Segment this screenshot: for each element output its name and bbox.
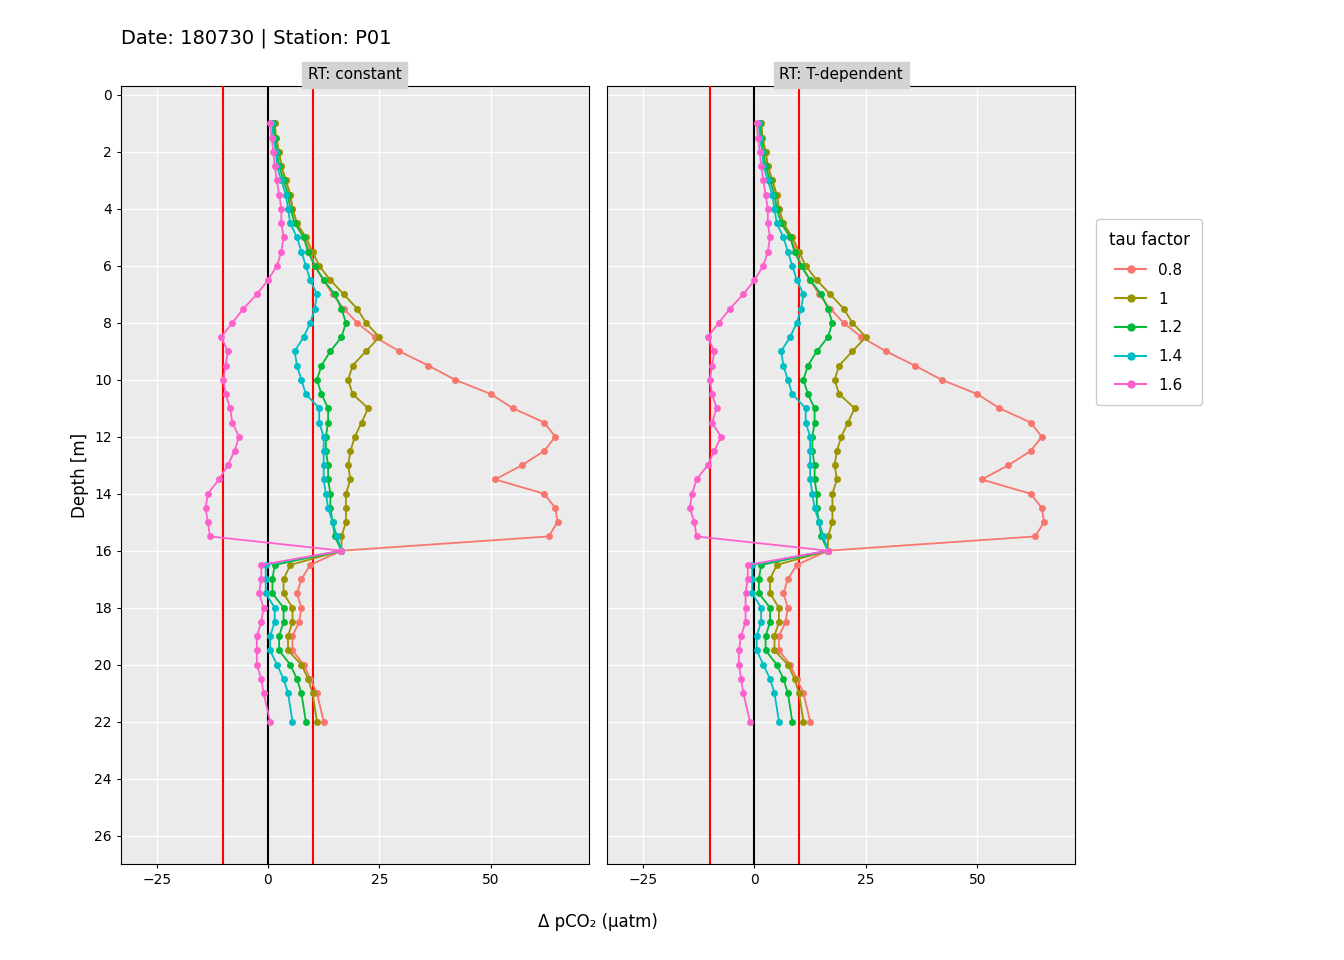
Text: Δ pCO₂ (µatm): Δ pCO₂ (µatm)	[538, 913, 659, 931]
Title: RT: constant: RT: constant	[308, 67, 402, 83]
Y-axis label: Depth [m]: Depth [m]	[71, 433, 89, 517]
Text: Date: 180730 | Station: P01: Date: 180730 | Station: P01	[121, 29, 391, 48]
Title: RT: T-dependent: RT: T-dependent	[780, 67, 903, 83]
Legend: 0.8, 1, 1.2, 1.4, 1.6: 0.8, 1, 1.2, 1.4, 1.6	[1097, 219, 1202, 405]
